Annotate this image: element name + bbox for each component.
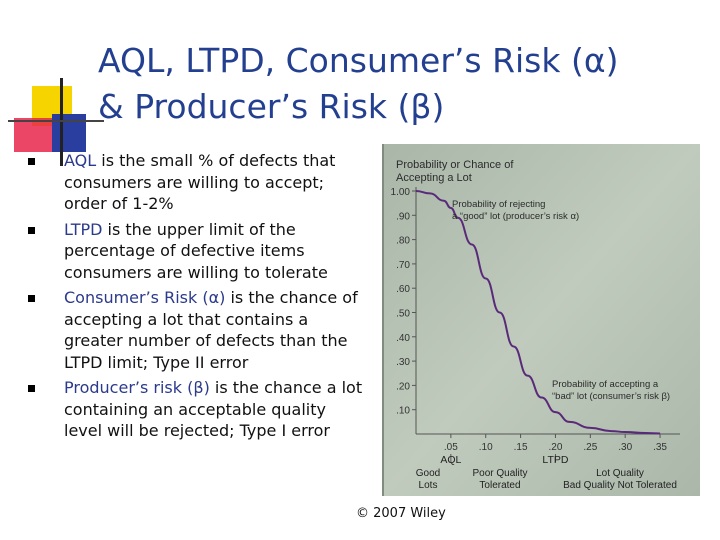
region-good-lots: Lots [419, 480, 438, 491]
title-line-1: AQL, LTPD, Consumer’s Risk (α) [98, 41, 619, 80]
region-bad-quality: Lot Quality [596, 468, 644, 479]
producer-risk-annotation: a “good” lot (producer’s risk α) [452, 211, 579, 222]
bullet-term: LTPD [64, 219, 103, 239]
title-line-2: & Producer’s Risk (β) [98, 87, 445, 126]
oc-curve-line [415, 190, 661, 435]
region-bad-quality: Bad Quality Not Tolerated [563, 480, 677, 491]
x-tick-label: .25 [583, 442, 597, 453]
bullet-ltpd: LTPD is the upper limit of the percentag… [26, 219, 366, 284]
consumer-risk-annotation: “bad” lot (consumer’s risk β) [552, 391, 670, 402]
y-tick-label: 1.00 [391, 187, 411, 198]
deco-horizontal-line [8, 120, 104, 122]
y-tick-label: .50 [396, 309, 410, 320]
bullet-list: AQL is the small % of defects that consu… [26, 150, 366, 446]
region-poor-quality: Poor Quality [472, 468, 527, 479]
ltpd-label: LTPD [542, 454, 568, 466]
oc-curve-figure: Probability or Chance of Accepting a Lot… [382, 144, 700, 496]
bullet-square-icon [28, 226, 35, 234]
bullet-text: is the small % of defects that consumers… [64, 151, 336, 213]
bullet-square-icon [28, 158, 35, 165]
x-tick-label: .10 [479, 442, 493, 453]
bullet-aql: AQL is the small % of defects that consu… [26, 150, 366, 215]
oc-curve-chart: Probability or Chance of Accepting a Lot… [382, 144, 700, 496]
bullet-square-icon [28, 295, 35, 302]
x-tick-label: .35 [653, 442, 667, 453]
y-tick-label: .40 [396, 333, 410, 344]
deco-vertical-line [60, 78, 63, 166]
bullet-consumers-risk: Consumer’s Risk (α) is the chance of acc… [26, 287, 366, 373]
figure-background [382, 144, 700, 496]
region-poor-quality: Tolerated [479, 480, 520, 491]
region-good-lots: Good [416, 468, 440, 479]
y-tick-label: .80 [396, 236, 410, 247]
bullet-term: AQL [64, 151, 97, 170]
aql-label: AQL [440, 454, 461, 466]
x-tick-label: .30 [618, 442, 632, 453]
producer-risk-annotation: Probability of rejecting [452, 199, 545, 210]
consumer-risk-annotation: Probability of accepting a [552, 379, 659, 390]
y-tick-label: .90 [396, 211, 410, 222]
y-tick-label: .70 [396, 260, 410, 271]
x-tick-label: .05 [444, 442, 458, 453]
bullet-producers-risk: Producer’s risk (β) is the chance a lot … [26, 377, 366, 442]
y-tick-label: .60 [396, 284, 410, 295]
slide-title: AQL, LTPD, Consumer’s Risk (α) & Produce… [98, 38, 698, 130]
y-tick-label: .10 [396, 406, 410, 417]
x-tick-label: .20 [549, 442, 563, 453]
bullet-term: Producer’s risk (β) [64, 378, 210, 397]
y-tick-label: .20 [396, 381, 410, 392]
copyright-text: © 2007 Wiley [356, 506, 446, 521]
bullet-square-icon [28, 385, 35, 392]
chart-title: Probability or Chance of Accepting a Lot [396, 159, 516, 184]
x-tick-label: .15 [514, 442, 528, 453]
bullet-text: is the chance a lot containing an accept… [64, 378, 363, 440]
bullet-text: is the upper limit of the percentage of … [64, 219, 328, 282]
bullet-term: Consumer’s Risk (α) [64, 288, 226, 307]
bullet-text: is the chance of accepting a lot that co… [64, 288, 358, 372]
y-tick-label: .30 [396, 357, 410, 368]
